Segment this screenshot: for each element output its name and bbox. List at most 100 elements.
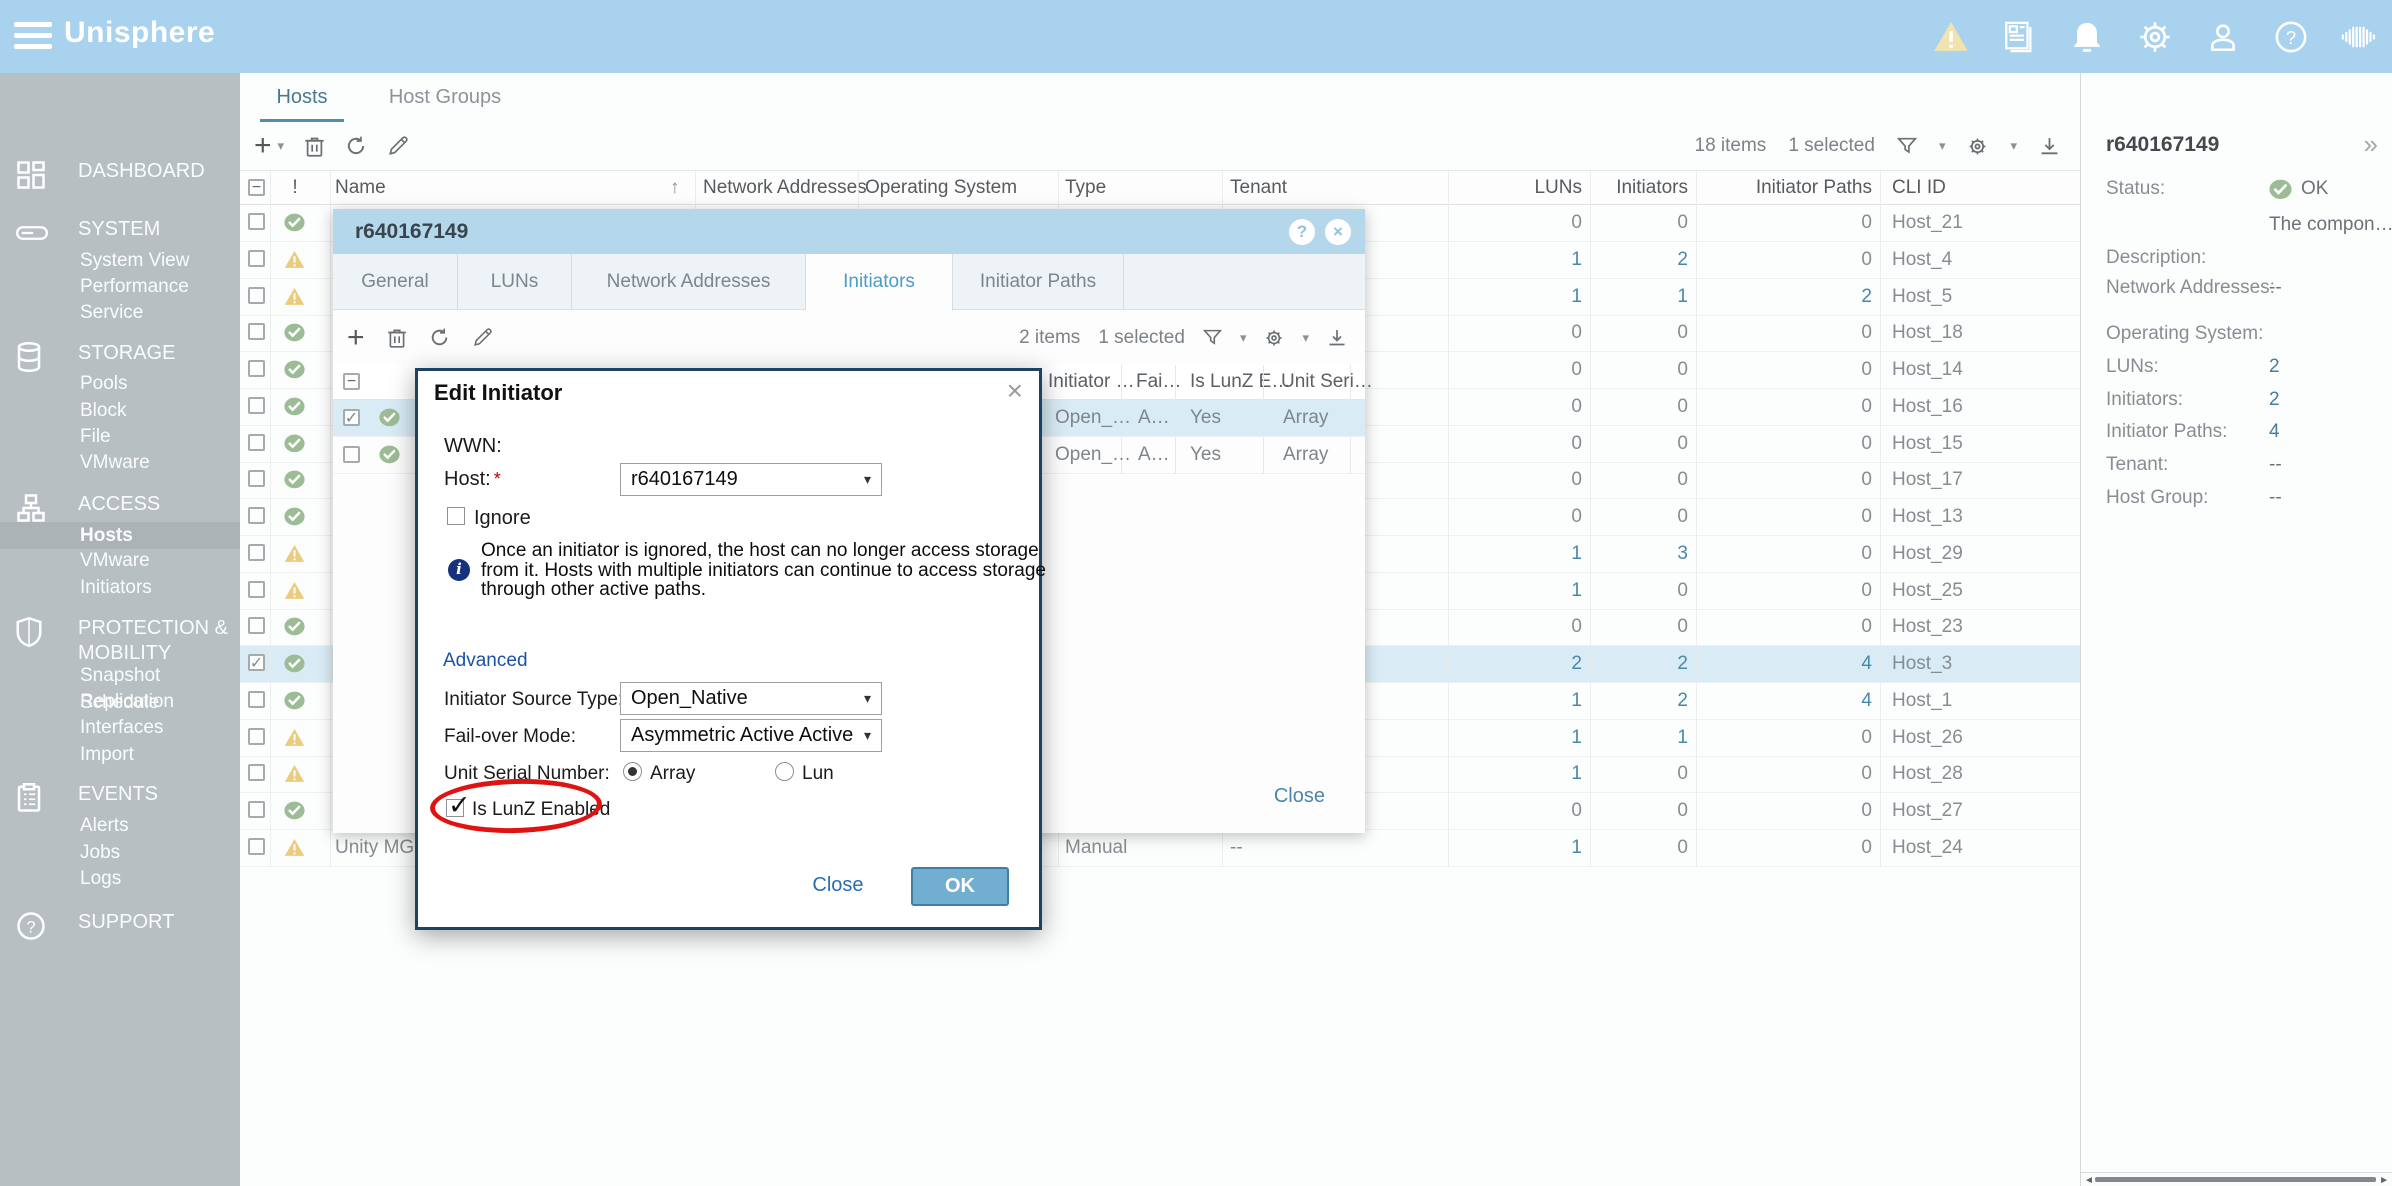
is-lunz-enabled-checkbox[interactable]: ✓ bbox=[446, 790, 471, 820]
col-tenant[interactable]: Tenant bbox=[1230, 177, 1288, 198]
col-network-addresses[interactable]: Network Addresses bbox=[703, 177, 867, 198]
modal-close-icon[interactable]: × bbox=[1006, 375, 1023, 406]
edit-pencil-icon[interactable] bbox=[387, 135, 409, 157]
tab-general[interactable]: General bbox=[333, 254, 458, 310]
row-checkbox[interactable] bbox=[248, 690, 265, 708]
scroll-right-icon[interactable]: ► bbox=[2379, 1175, 2389, 1186]
delete-initiator-icon[interactable] bbox=[387, 327, 407, 349]
sidebar-section-storage[interactable]: STORAGE bbox=[78, 342, 176, 364]
row-checkbox[interactable] bbox=[248, 507, 265, 524]
ignore-checkbox[interactable] bbox=[447, 507, 465, 525]
col-luns[interactable]: LUNs bbox=[1534, 177, 1582, 198]
failover-mode-select[interactable]: Asymmetric Active Active ▾ bbox=[620, 719, 882, 752]
sidebar-section-events[interactable]: EVENTS bbox=[78, 783, 159, 805]
delete-icon[interactable] bbox=[304, 135, 325, 158]
select-all-checkbox[interactable]: − bbox=[248, 179, 265, 196]
radio-array[interactable] bbox=[623, 762, 642, 781]
edit-initiator-pencil-icon[interactable] bbox=[472, 327, 493, 348]
export-download-icon[interactable] bbox=[2039, 136, 2060, 157]
table-settings-caret-icon[interactable]: ▾ bbox=[2010, 138, 2017, 153]
col-initiator-paths[interactable]: Initiator Paths bbox=[1755, 177, 1872, 198]
sidebar-item-replication[interactable]: Replication bbox=[80, 691, 174, 712]
table-settings-icon[interactable] bbox=[1967, 136, 1988, 157]
tab-initiators[interactable]: Initiators bbox=[806, 254, 953, 311]
row-checkbox[interactable] bbox=[248, 360, 265, 377]
collapse-panel-icon[interactable]: » bbox=[2363, 129, 2378, 159]
sidebar-item-initiators[interactable]: Initiators bbox=[80, 577, 152, 598]
row-checkbox[interactable] bbox=[248, 801, 265, 818]
sidebar-item-performance[interactable]: Performance bbox=[80, 276, 189, 297]
row-checkbox[interactable] bbox=[248, 470, 265, 488]
initiators-filter-caret-icon[interactable]: ▾ bbox=[1239, 329, 1247, 345]
row-checkbox[interactable]: ✓ bbox=[248, 654, 265, 672]
row-checkbox[interactable] bbox=[248, 433, 265, 451]
initiators-settings-caret-icon[interactable]: ▾ bbox=[1302, 329, 1309, 345]
scrollbar-thumb[interactable] bbox=[2095, 1177, 2376, 1182]
initiator-row-checkbox[interactable] bbox=[343, 446, 360, 463]
row-checkbox[interactable] bbox=[248, 323, 265, 341]
add-host-caret-icon[interactable]: ▾ bbox=[277, 138, 285, 153]
sidebar-section-protection-mobility[interactable]: PROTECTION & MOBILITY bbox=[78, 617, 229, 664]
sidebar-item-block[interactable]: Block bbox=[80, 400, 127, 421]
row-checkbox[interactable] bbox=[248, 396, 265, 414]
cloudiq-icon[interactable] bbox=[2340, 18, 2378, 56]
col-unit-serial[interactable]: Unit Seri… bbox=[1281, 371, 1373, 392]
menu-icon[interactable] bbox=[14, 22, 52, 50]
initiators-export-icon[interactable] bbox=[1327, 328, 1347, 348]
col-failover[interactable]: Fai… bbox=[1136, 371, 1182, 392]
sidebar-section-system[interactable]: SYSTEM bbox=[78, 218, 161, 240]
add-initiator-button[interactable]: + bbox=[347, 320, 365, 354]
sidebar-item-logs[interactable]: Logs bbox=[80, 868, 122, 889]
refresh-initiators-icon[interactable] bbox=[429, 327, 450, 348]
sidebar-item-vmware[interactable]: VMware bbox=[80, 452, 150, 473]
col-type[interactable]: Type bbox=[1065, 177, 1107, 198]
panel-horizontal-scrollbar[interactable]: ◄ ► bbox=[2081, 1172, 2392, 1186]
add-host-button[interactable]: + bbox=[254, 129, 272, 162]
tab-luns[interactable]: LUNs bbox=[458, 254, 572, 310]
radio-lun[interactable] bbox=[775, 762, 794, 781]
sidebar-item-snapshot-schedule[interactable]: Snapshot Schedule bbox=[80, 665, 161, 713]
col-initiator[interactable]: Initiator … bbox=[1048, 371, 1135, 392]
row-checkbox[interactable] bbox=[248, 617, 265, 635]
help-icon[interactable]: ? bbox=[2272, 18, 2310, 56]
initiator-row-checkbox[interactable]: ✓ bbox=[343, 409, 360, 427]
row-checkbox[interactable] bbox=[248, 249, 265, 267]
sidebar-item-vmware[interactable]: VMware bbox=[80, 550, 150, 571]
ok-button[interactable]: OK bbox=[911, 867, 1009, 906]
initiator-source-select[interactable]: Open_Native ▾ bbox=[620, 682, 882, 715]
sidebar-section-dashboard[interactable]: DASHBOARD bbox=[78, 160, 205, 182]
modal-close-link[interactable]: Close bbox=[812, 874, 864, 896]
jobs-icon[interactable] bbox=[2000, 18, 2038, 56]
row-checkbox[interactable] bbox=[248, 764, 265, 782]
initiators-select-all-checkbox[interactable]: − bbox=[343, 373, 360, 390]
advanced-link[interactable]: Advanced bbox=[443, 650, 528, 671]
col-name[interactable]: Name bbox=[335, 177, 386, 198]
row-checkbox[interactable] bbox=[248, 837, 265, 855]
sidebar-item-service[interactable]: Service bbox=[80, 302, 144, 323]
col-operating-system[interactable]: Operating System bbox=[865, 177, 1018, 198]
sort-asc-icon[interactable]: ↑ bbox=[670, 177, 680, 198]
sidebar-item-alerts[interactable]: Alerts bbox=[80, 815, 129, 836]
detail-value[interactable]: 4 bbox=[2269, 421, 2280, 442]
sidebar-item-interfaces[interactable]: Interfaces bbox=[80, 717, 164, 738]
scroll-left-icon[interactable]: ◄ bbox=[2084, 1175, 2094, 1186]
dialog-help-icon[interactable]: ? bbox=[1289, 218, 1315, 245]
sidebar-item-file[interactable]: File bbox=[80, 426, 111, 447]
notifications-icon[interactable] bbox=[2068, 18, 2106, 56]
sidebar-item-jobs[interactable]: Jobs bbox=[80, 842, 121, 863]
row-checkbox[interactable] bbox=[248, 727, 265, 745]
settings-gear-icon[interactable] bbox=[2136, 18, 2174, 56]
col-is-lunz[interactable]: Is LunZ E… bbox=[1190, 371, 1291, 392]
system-alert-icon[interactable] bbox=[1932, 18, 1970, 56]
row-checkbox[interactable] bbox=[248, 213, 265, 230]
row-checkbox[interactable] bbox=[248, 543, 265, 561]
sidebar-section-support[interactable]: SUPPORT bbox=[78, 911, 175, 933]
host-select[interactable]: r640167149 ▾ bbox=[620, 463, 882, 496]
col-cli-id[interactable]: CLI ID bbox=[1892, 177, 1946, 198]
tab-network-addresses[interactable]: Network Addresses bbox=[572, 254, 806, 310]
filter-caret-icon[interactable]: ▾ bbox=[1938, 138, 1946, 153]
sidebar-item-system-view[interactable]: System View bbox=[80, 250, 190, 271]
tab-initiator-paths[interactable]: Initiator Paths bbox=[953, 254, 1124, 310]
tab-host-groups[interactable]: Host Groups bbox=[388, 86, 502, 108]
col-initiators[interactable]: Initiators bbox=[1616, 177, 1688, 198]
